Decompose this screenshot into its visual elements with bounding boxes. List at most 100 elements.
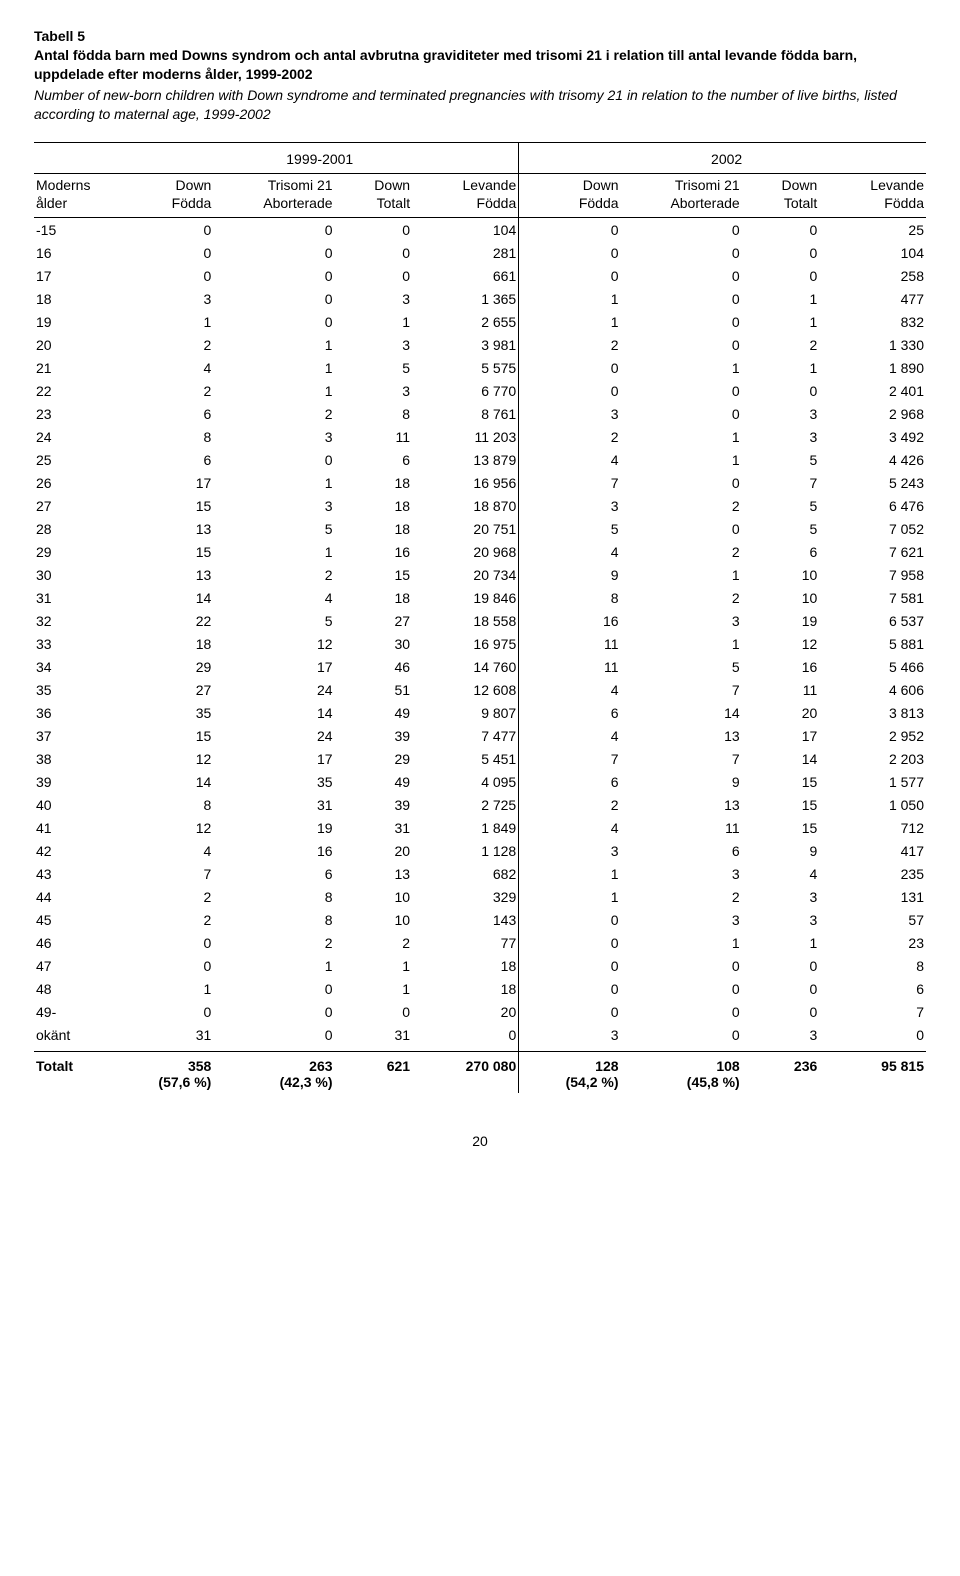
- cell-d1: 14: [121, 586, 213, 609]
- cell-l2: 1 330: [819, 333, 926, 356]
- cell-d1: 2: [121, 885, 213, 908]
- cell-dt2: 17: [742, 724, 820, 747]
- cell-dt1: 3: [335, 287, 413, 310]
- cell-dt2: 15: [742, 816, 820, 839]
- cell-age: 21: [34, 356, 121, 379]
- cell-t2: 2: [621, 885, 742, 908]
- cell-d2: 2: [519, 793, 621, 816]
- cell-l1: 143: [412, 908, 519, 931]
- cell-d2: 6: [519, 701, 621, 724]
- cell-age: 16: [34, 241, 121, 264]
- table-row: 271531818 8703256 476: [34, 494, 926, 517]
- cell-t1: 0: [213, 448, 334, 471]
- cell-dt1: 18: [335, 471, 413, 494]
- table-row: 2560613 8794154 426: [34, 448, 926, 471]
- cell-d1: 4: [121, 356, 213, 379]
- cell-dt1: 18: [335, 494, 413, 517]
- cell-l2: 832: [819, 310, 926, 333]
- cell-d1: 8: [121, 425, 213, 448]
- cell-d2: 3: [519, 1023, 621, 1051]
- table-row: 48101180006: [34, 977, 926, 1000]
- cell-t2: 1: [621, 563, 742, 586]
- cell-d1: 1: [121, 977, 213, 1000]
- cell-d1: 0: [121, 218, 213, 242]
- cell-l1: 1 365: [412, 287, 519, 310]
- cell-d1: 31: [121, 1023, 213, 1051]
- cell-t2: 1: [621, 931, 742, 954]
- cell-l1: 20 734: [412, 563, 519, 586]
- cell-dt2: 12: [742, 632, 820, 655]
- cell-t1: 1: [213, 540, 334, 563]
- table-row: 437613682134235: [34, 862, 926, 885]
- cell-t2: 0: [621, 1023, 742, 1051]
- cell-dt1: 13: [335, 862, 413, 885]
- cell-t1: 1: [213, 333, 334, 356]
- cell-t1: 14: [213, 701, 334, 724]
- cell-l2: 1 890: [819, 356, 926, 379]
- data-table: 1999-2001 2002 Modernsålder DownFödda Tr…: [34, 142, 926, 1094]
- cell-t1: 19: [213, 816, 334, 839]
- column-header-row: Modernsålder DownFödda Trisomi 21Aborter…: [34, 173, 926, 218]
- cell-age: 44: [34, 885, 121, 908]
- cell-d2: 1: [519, 310, 621, 333]
- cell-d1: 0: [121, 931, 213, 954]
- cell-dt2: 15: [742, 793, 820, 816]
- cell-l2: 258: [819, 264, 926, 287]
- cell-d2: 0: [519, 977, 621, 1000]
- cell-t1: 0: [213, 218, 334, 242]
- cell-dt1: 51: [335, 678, 413, 701]
- cell-l2: 7: [819, 1000, 926, 1023]
- cell-l1: 1 849: [412, 816, 519, 839]
- cell-age: 17: [34, 264, 121, 287]
- cell-l2: 0: [819, 1023, 926, 1051]
- cell-d1: 12: [121, 747, 213, 770]
- cell-l2: 477: [819, 287, 926, 310]
- totals-d2: 128(54,2 %): [519, 1051, 621, 1093]
- table-row: 311441819 84682107 581: [34, 586, 926, 609]
- cell-t2: 1: [621, 448, 742, 471]
- cell-l1: 20 751: [412, 517, 519, 540]
- cell-t2: 2: [621, 540, 742, 563]
- cell-age: 29: [34, 540, 121, 563]
- table-row: 202133 9812021 330: [34, 333, 926, 356]
- cell-l2: 6 476: [819, 494, 926, 517]
- col-down-totalt-2: DownTotalt: [742, 173, 820, 218]
- cell-d2: 3: [519, 494, 621, 517]
- cell-t1: 24: [213, 678, 334, 701]
- cell-d2: 2: [519, 425, 621, 448]
- cell-dt2: 3: [742, 908, 820, 931]
- cell-t2: 14: [621, 701, 742, 724]
- cell-l1: 0: [412, 1023, 519, 1051]
- cell-t2: 0: [621, 954, 742, 977]
- cell-d2: 0: [519, 241, 621, 264]
- cell-t1: 5: [213, 609, 334, 632]
- cell-l1: 20: [412, 1000, 519, 1023]
- cell-t1: 16: [213, 839, 334, 862]
- cell-d2: 4: [519, 724, 621, 747]
- cell-l1: 18: [412, 977, 519, 1000]
- table-row: 236288 7613032 968: [34, 402, 926, 425]
- cell-d1: 2: [121, 908, 213, 931]
- cell-l1: 13 879: [412, 448, 519, 471]
- cell-t1: 0: [213, 1000, 334, 1023]
- cell-t2: 7: [621, 747, 742, 770]
- cell-age: -15: [34, 218, 121, 242]
- col-age: Modernsålder: [34, 173, 121, 218]
- cell-t2: 0: [621, 1000, 742, 1023]
- cell-dt2: 7: [742, 471, 820, 494]
- cell-l1: 682: [412, 862, 519, 885]
- cell-dt1: 1: [335, 310, 413, 333]
- cell-l2: 235: [819, 862, 926, 885]
- cell-t2: 3: [621, 862, 742, 885]
- cell-age: 46: [34, 931, 121, 954]
- cell-age: 32: [34, 609, 121, 632]
- cell-d2: 0: [519, 264, 621, 287]
- table-row: 371524397 477413172 952: [34, 724, 926, 747]
- table-row: 391435494 09569151 577: [34, 770, 926, 793]
- cell-l2: 5 466: [819, 655, 926, 678]
- cell-l1: 18 870: [412, 494, 519, 517]
- cell-dt1: 16: [335, 540, 413, 563]
- cell-t1: 1: [213, 356, 334, 379]
- cell-d1: 6: [121, 402, 213, 425]
- cell-d2: 0: [519, 908, 621, 931]
